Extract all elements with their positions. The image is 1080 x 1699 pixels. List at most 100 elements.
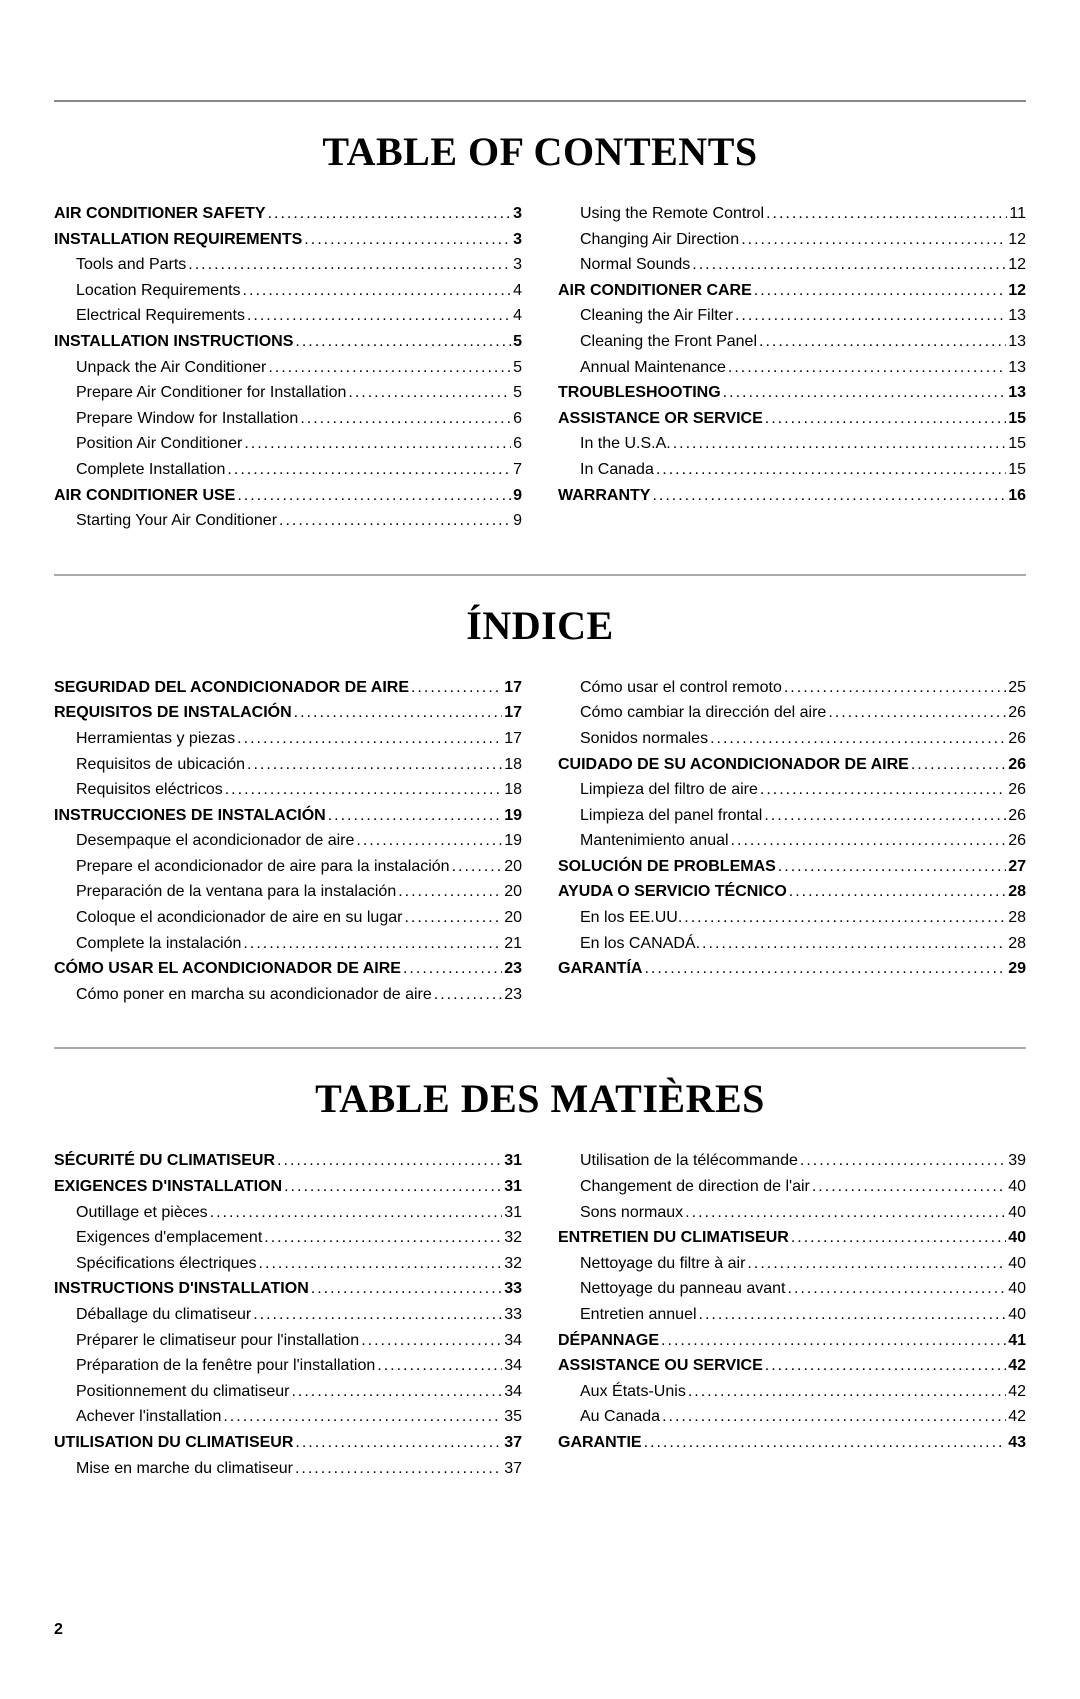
toc-page: 25 — [1006, 675, 1026, 701]
toc-leader-dots — [434, 982, 502, 1008]
toc-label: SOLUCIÓN DE PROBLEMAS — [558, 854, 778, 880]
toc-leader-dots — [731, 828, 1007, 854]
toc-label: Coloque el acondicionador de aire en su … — [54, 905, 404, 931]
toc-leader-dots — [398, 879, 502, 905]
toc-row: Nettoyage du panneau avant40 — [558, 1276, 1026, 1302]
toc-label: Mise en marche du climatiseur — [54, 1456, 295, 1482]
toc-row: SOLUCIÓN DE PROBLEMAS27 — [558, 854, 1026, 880]
toc-leader-dots — [754, 278, 1006, 304]
toc-column: Using the Remote Control11Changing Air D… — [558, 201, 1026, 534]
toc-page: 26 — [1006, 803, 1026, 829]
toc-leader-dots — [452, 854, 503, 880]
toc-row: Prepare Air Conditioner for Installation… — [54, 380, 522, 406]
toc-page: 26 — [1006, 752, 1026, 778]
toc-row: SEGURIDAD DEL ACONDICIONADOR DE AIRE17 — [54, 675, 522, 701]
toc-label: ASSISTANCE OU SERVICE — [558, 1353, 765, 1379]
toc-label: En los CANADÁ. — [558, 931, 702, 957]
toc-label: Cómo usar el control remoto — [558, 675, 784, 701]
toc-label: Tools and Parts — [54, 252, 188, 278]
toc-page: 5 — [511, 355, 522, 381]
toc-row: Déballage du climatiseur33 — [54, 1302, 522, 1328]
toc-page: 15 — [1006, 457, 1026, 483]
toc-row: Sons normaux40 — [558, 1200, 1026, 1226]
toc-row: Outillage et pièces31 — [54, 1200, 522, 1226]
toc-label: Déballage du climatiseur — [54, 1302, 253, 1328]
toc-row: Electrical Requirements4 — [54, 303, 522, 329]
toc-row: ENTRETIEN DU CLIMATISEUR40 — [558, 1225, 1026, 1251]
toc-leader-dots — [361, 1328, 502, 1354]
toc-row: ASSISTANCE OU SERVICE42 — [558, 1353, 1026, 1379]
rule-section — [54, 1047, 1026, 1049]
toc-label: Changing Air Direction — [558, 227, 741, 253]
toc-page: 13 — [1006, 380, 1026, 406]
toc-leader-dots — [652, 483, 1006, 509]
toc-row: Prepare el acondicionador de aire para l… — [54, 854, 522, 880]
toc-row: REQUISITOS DE INSTALACIÓN17 — [54, 700, 522, 726]
toc-label: Sonidos normales — [558, 726, 710, 752]
toc-label: Herramientas y piezas — [54, 726, 237, 752]
toc-label: DÉPANNAGE — [558, 1328, 661, 1354]
toc-leader-dots — [294, 700, 503, 726]
toc-leader-dots — [311, 1276, 502, 1302]
toc-leader-dots — [243, 931, 502, 957]
toc-page: 9 — [511, 508, 522, 534]
toc-label: SEGURIDAD DEL ACONDICIONADOR DE AIRE — [54, 675, 411, 701]
toc-row: Limpieza del filtro de aire26 — [558, 777, 1026, 803]
toc-page: 12 — [1006, 227, 1026, 253]
toc-columns: SÉCURITÉ DU CLIMATISEUR31EXIGENCES D'INS… — [54, 1148, 1026, 1481]
toc-page: 13 — [1006, 355, 1026, 381]
toc-leader-dots — [760, 777, 1006, 803]
toc-leader-dots — [741, 227, 1006, 253]
toc-column: SÉCURITÉ DU CLIMATISEUR31EXIGENCES D'INS… — [54, 1148, 522, 1481]
toc-page: 42 — [1006, 1379, 1026, 1405]
toc-row: CUIDADO DE SU ACONDICIONADOR DE AIRE26 — [558, 752, 1026, 778]
toc-page: 12 — [1006, 278, 1026, 304]
toc-label: AYUDA O SERVICIO TÉCNICO — [558, 879, 789, 905]
toc-row: Herramientas y piezas17 — [54, 726, 522, 752]
toc-label: INSTALLATION REQUIREMENTS — [54, 227, 304, 253]
toc-leader-dots — [295, 1430, 502, 1456]
toc-label: Location Requirements — [54, 278, 243, 304]
toc-leader-dots — [295, 1456, 502, 1482]
toc-page: 23 — [502, 956, 522, 982]
toc-page: 18 — [502, 752, 522, 778]
toc-row: Complete Installation7 — [54, 457, 522, 483]
toc-row: INSTALLATION INSTRUCTIONS5 — [54, 329, 522, 355]
toc-row: Utilisation de la télécommande39 — [558, 1148, 1026, 1174]
toc-column: Cómo usar el control remoto 25Cómo cambia… — [558, 675, 1026, 1008]
toc-row: GARANTIE43 — [558, 1430, 1026, 1456]
toc-label: Entretien annuel — [558, 1302, 699, 1328]
toc-page: 7 — [511, 457, 522, 483]
toc-label: UTILISATION DU CLIMATISEUR — [54, 1430, 295, 1456]
toc-leader-dots — [789, 879, 1006, 905]
toc-leader-dots — [284, 1174, 502, 1200]
toc-leader-dots — [644, 1430, 1007, 1456]
toc-page: 32 — [502, 1251, 522, 1277]
toc-page: 18 — [502, 777, 522, 803]
toc-label: Achever l'installation — [54, 1404, 223, 1430]
toc-row: Cómo cambiar la dirección del aire26 — [558, 700, 1026, 726]
toc-page: 4 — [511, 303, 522, 329]
toc-page: 42 — [1006, 1404, 1026, 1430]
toc-row: Sonidos normales26 — [558, 726, 1026, 752]
toc-leader-dots — [699, 1302, 1007, 1328]
toc-label: Au Canada — [558, 1404, 662, 1430]
toc-label: Requisitos eléctricos — [54, 777, 225, 803]
toc-leader-dots — [279, 508, 511, 534]
toc-leader-dots — [268, 201, 512, 227]
toc-row: Spécifications électriques32 — [54, 1251, 522, 1277]
toc-row: Aux États-Unis42 — [558, 1379, 1026, 1405]
toc-leader-dots — [661, 1328, 1006, 1354]
toc-page: 19 — [502, 828, 522, 854]
toc-leader-dots — [356, 828, 502, 854]
toc-leader-dots — [404, 905, 502, 931]
toc-row: UTILISATION DU CLIMATISEUR37 — [54, 1430, 522, 1456]
toc-row: Preparación de la ventana para la instal… — [54, 879, 522, 905]
toc-page: 16 — [1006, 483, 1026, 509]
toc-label: INSTALLATION INSTRUCTIONS — [54, 329, 295, 355]
toc-row: Entretien annuel40 — [558, 1302, 1026, 1328]
toc-page: 26 — [1006, 777, 1026, 803]
toc-row: Cleaning the Front Panel13 — [558, 329, 1026, 355]
rule-section — [54, 574, 1026, 576]
toc-label: Cleaning the Front Panel — [558, 329, 759, 355]
